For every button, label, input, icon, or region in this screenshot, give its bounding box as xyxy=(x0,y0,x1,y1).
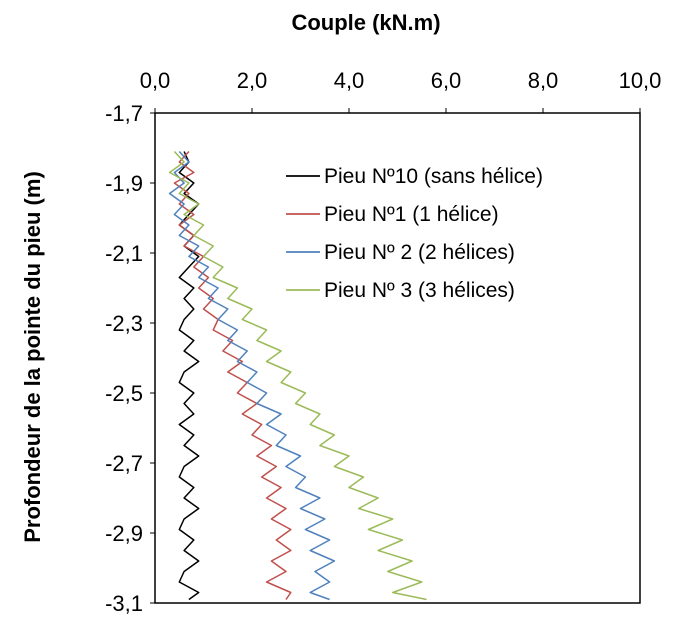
legend-label-2: Pieu Nº1 (1 hélice) xyxy=(324,203,499,226)
x-tick-label: 4,0 xyxy=(334,68,365,93)
chart-title: Couple (kN.m) xyxy=(291,10,440,35)
x-axis-ticks: 0,0 2,0 4,0 6,0 8,0 10,0 xyxy=(140,68,662,113)
y-axis-label: Profondeur de la pointe du pieu (m) xyxy=(20,171,45,543)
series-line-4 xyxy=(168,150,427,601)
y-tick-label: -2,9 xyxy=(105,521,143,546)
legend: Pieu Nº10 (sans hélice) Pieu Nº1 (1 hélic… xyxy=(286,165,543,302)
y-tick-label: -1,7 xyxy=(105,101,143,126)
legend-label-3: Pieu Nº 2 (2 hélices) xyxy=(324,241,515,264)
legend-label-1: Pieu Nº10 (sans hélice) xyxy=(324,165,543,188)
x-tick-label: 10,0 xyxy=(619,68,662,93)
x-tick-label: 2,0 xyxy=(237,68,268,93)
x-tick-label: 0,0 xyxy=(140,68,171,93)
y-tick-label: -1,9 xyxy=(105,171,143,196)
y-tick-label: -3,1 xyxy=(105,591,143,616)
legend-label-4: Pieu Nº 3 (3 hélices) xyxy=(324,279,515,302)
x-tick-label: 6,0 xyxy=(431,68,462,93)
x-tick-label: 8,0 xyxy=(528,68,559,93)
y-tick-label: -2,5 xyxy=(105,381,143,406)
plot-area-frame xyxy=(154,112,641,604)
series-line-2 xyxy=(173,150,292,600)
y-tick-label: -2,3 xyxy=(105,311,143,336)
series-line-3 xyxy=(168,150,336,601)
series-group xyxy=(168,150,427,601)
y-tick-label: -2,7 xyxy=(105,451,143,476)
y-tick-label: -2,1 xyxy=(105,241,143,266)
y-axis-ticks: -1,7 -1,9 -2,1 -2,3 -2,5 -2,7 -2,9 -3,1 xyxy=(105,101,155,616)
